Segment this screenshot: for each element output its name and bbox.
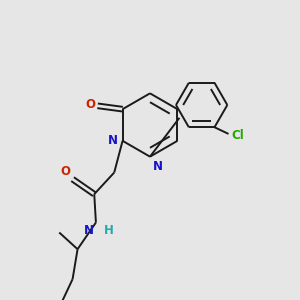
Text: O: O [61, 165, 70, 178]
Text: H: H [104, 224, 114, 237]
Text: O: O [85, 98, 95, 111]
Text: Cl: Cl [232, 129, 244, 142]
Text: N: N [84, 224, 94, 237]
Text: N: N [153, 160, 163, 173]
Text: N: N [108, 134, 118, 147]
